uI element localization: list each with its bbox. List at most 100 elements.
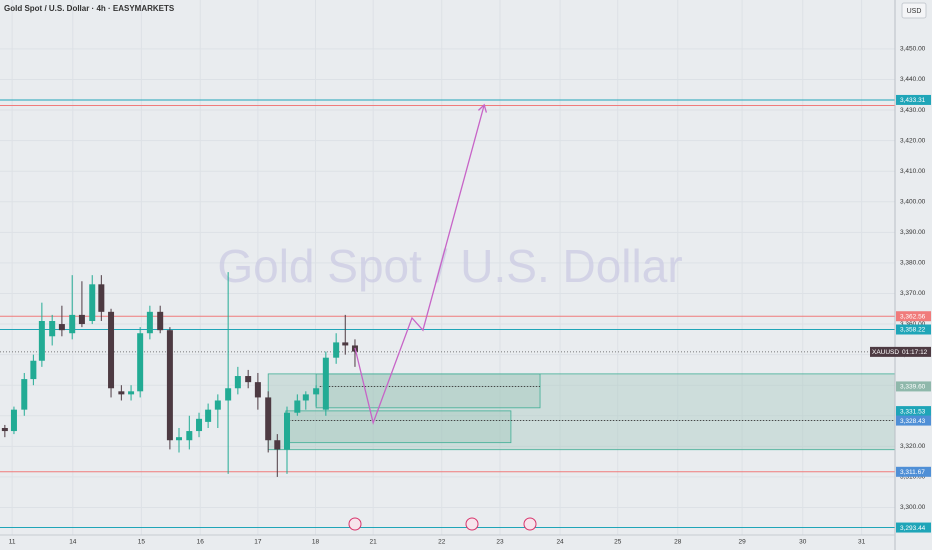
level-label-box <box>896 415 931 426</box>
candle-body <box>302 394 309 401</box>
y-tick-label: 3,300.00 <box>900 504 926 511</box>
candle-body <box>176 437 182 441</box>
x-tick-label: 28 <box>674 539 682 546</box>
candle-body <box>108 311 115 389</box>
candle-body <box>294 400 301 413</box>
candle-body <box>265 397 272 441</box>
candle-body <box>1 428 8 432</box>
candle-body <box>186 431 193 441</box>
level-label: 3,328.43 <box>900 418 926 425</box>
chart-title: Gold Spot / U.S. Dollar · 4h · EASYMARKE… <box>4 4 175 13</box>
candle-body <box>342 342 349 346</box>
x-tick-label: 29 <box>738 539 746 546</box>
x-tick-label: 17 <box>254 539 262 546</box>
currency-box[interactable] <box>901 2 927 19</box>
candle-body <box>166 330 173 441</box>
event-icon[interactable] <box>348 517 362 531</box>
event-icons <box>348 517 537 531</box>
candle-body <box>21 379 28 410</box>
x-tick-label: 14 <box>69 539 77 546</box>
y-tick-label: 3,410.00 <box>900 168 926 175</box>
x-tick-label: 16 <box>197 539 205 546</box>
y-tick-label: 3,420.00 <box>900 137 926 144</box>
level-label: 3,311.67 <box>900 469 925 476</box>
level-label: 3,358.22 <box>900 327 926 334</box>
level-label: 3,433.31 <box>900 97 926 104</box>
candle-body <box>225 388 232 401</box>
y-tick-label: 3,390.00 <box>900 229 926 236</box>
candle-body <box>49 321 56 337</box>
level-label-box <box>896 522 931 533</box>
watermark: Gold Spot / U.S. Dollar <box>217 240 682 292</box>
x-tick-label: 25 <box>614 539 622 546</box>
candle-body <box>30 360 37 380</box>
y-tick-label: 3,370.00 <box>900 290 926 297</box>
x-tick-label: 15 <box>138 539 146 546</box>
candle-body <box>128 391 135 395</box>
candle-body <box>284 412 291 450</box>
candle-body <box>157 311 164 331</box>
level-label-box <box>896 381 931 392</box>
y-tick-label: 3,440.00 <box>900 76 926 83</box>
x-tick-label: 22 <box>438 539 446 546</box>
candle-body <box>322 357 329 410</box>
level-label: 3,293.44 <box>900 525 926 532</box>
event-icon[interactable] <box>523 517 537 531</box>
candle-body <box>196 418 203 432</box>
zone <box>267 373 896 451</box>
current-price-box <box>870 346 931 357</box>
level-label-box <box>896 466 931 477</box>
candle-body <box>214 400 221 410</box>
y-tick-label: 3,380.00 <box>900 260 926 267</box>
x-tick-label: 18 <box>312 539 320 546</box>
zone <box>285 410 512 444</box>
x-tick-label: 23 <box>496 539 504 546</box>
x-tick-label: 11 <box>9 539 16 546</box>
candle-body <box>89 284 96 321</box>
candle-body <box>38 321 45 361</box>
zone <box>315 373 541 409</box>
x-tick-label: 30 <box>799 539 807 546</box>
candle-body <box>245 376 252 383</box>
candle-body <box>146 311 153 334</box>
candle-body <box>10 409 17 432</box>
y-tick-label: 3,310.00 <box>900 474 926 481</box>
level-label-box <box>896 311 931 322</box>
candle-body <box>274 440 281 450</box>
plot <box>0 99 896 529</box>
candle-body <box>313 388 320 395</box>
grid <box>0 0 895 535</box>
candle-body <box>58 324 65 331</box>
projection-path <box>354 104 485 426</box>
candle-body <box>98 284 105 312</box>
level-label: 3,331.53 <box>900 408 926 415</box>
y-tick-label: 3,400.00 <box>900 198 926 205</box>
candle-body <box>254 382 261 398</box>
x-tick-label: 31 <box>858 539 866 546</box>
y-tick-label: 3,320.00 <box>900 443 926 450</box>
event-icon[interactable] <box>465 517 479 531</box>
y-tick-label: 3,360.00 <box>900 321 926 328</box>
level-label-box <box>896 94 931 105</box>
x-tick-label: 21 <box>370 539 378 546</box>
y-tick-label: 3,430.00 <box>900 107 926 114</box>
candle-body <box>205 409 212 422</box>
level-label: 3,362.56 <box>900 313 926 320</box>
x-tick-label: 24 <box>556 539 564 546</box>
projection-arrowhead <box>477 103 488 113</box>
candle-body <box>333 342 340 358</box>
level-label-box <box>896 406 931 417</box>
candle-body <box>118 391 125 395</box>
currency: USD <box>907 8 922 15</box>
candle-body <box>78 314 85 325</box>
current-countdown: 01:17:12 <box>902 349 928 356</box>
candle-body <box>234 376 241 389</box>
candle-body <box>69 314 76 334</box>
axes: 3,300.003,310.003,320.003,330.003,340.00… <box>9 46 931 546</box>
level-label: 3,339.60 <box>900 384 926 391</box>
y-tick-label: 3,450.00 <box>900 46 926 53</box>
current-symbol: XAUUSD <box>872 349 899 356</box>
